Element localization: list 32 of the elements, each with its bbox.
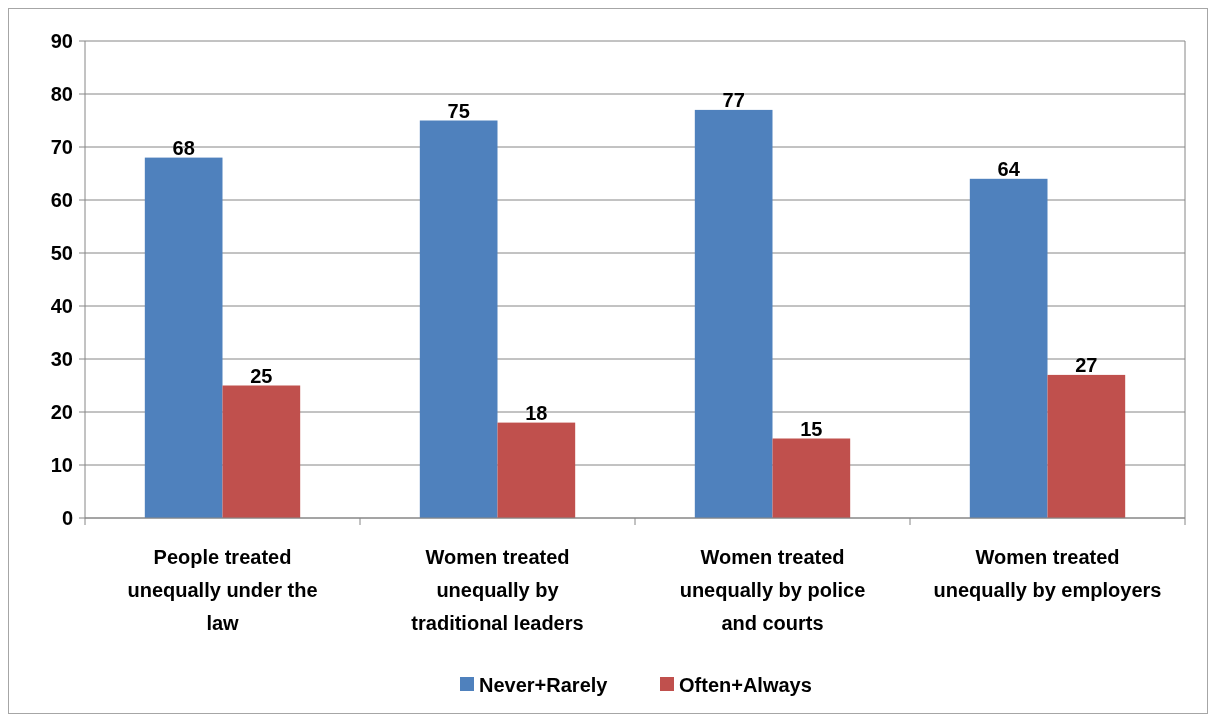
bar xyxy=(694,109,773,518)
bar xyxy=(969,178,1048,518)
bar xyxy=(497,422,576,518)
y-tick-label: 50 xyxy=(50,242,73,264)
bar xyxy=(1047,374,1126,518)
bar xyxy=(222,385,301,518)
data-label: 75 xyxy=(447,99,470,122)
data-label: 27 xyxy=(1075,353,1098,376)
x-tick-label: Women treated unequally by traditional leaders xyxy=(411,546,584,634)
x-tick-label: Women treated unequally by employers xyxy=(933,546,1162,601)
y-tick-label: 40 xyxy=(50,295,73,317)
y-tick-label: 20 xyxy=(50,401,73,423)
data-label: 25 xyxy=(250,364,273,387)
x-tick-label: People treated unequally under the law xyxy=(127,546,318,634)
legend-label: Often+Always xyxy=(679,674,812,696)
bar xyxy=(419,120,498,518)
data-label: 15 xyxy=(800,417,823,440)
data-label: 68 xyxy=(172,136,195,159)
bar xyxy=(772,438,851,518)
data-label: 18 xyxy=(525,401,548,424)
data-label: 64 xyxy=(997,157,1021,180)
data-label: 77 xyxy=(722,88,745,111)
y-tick-label: 60 xyxy=(50,189,73,211)
y-tick-label: 80 xyxy=(50,83,73,105)
y-tick-label: 0 xyxy=(61,507,73,529)
y-tick-label: 10 xyxy=(50,454,73,476)
legend-label: Never+Rarely xyxy=(479,674,609,696)
y-tick-label: 70 xyxy=(50,136,73,158)
x-tick-label: Women treated unequally by police and courts xyxy=(679,546,866,634)
y-tick-label: 90 xyxy=(50,30,73,52)
y-tick-label: 30 xyxy=(50,348,73,370)
bar xyxy=(144,157,223,518)
